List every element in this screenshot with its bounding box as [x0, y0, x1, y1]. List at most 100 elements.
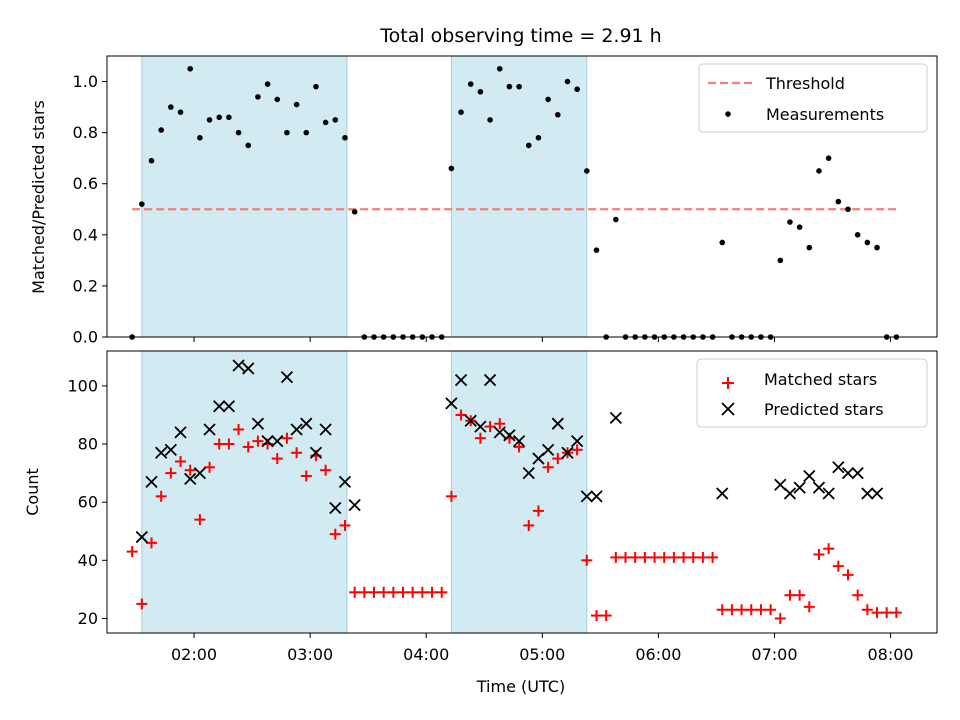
matched-star-point	[890, 607, 902, 619]
x-axis-title: Time (UTC)	[476, 677, 565, 696]
predicted-star-point	[300, 417, 313, 430]
predicted-star-point	[512, 434, 526, 448]
count-x-tick-label: 04:00	[403, 645, 449, 664]
matched-star-point	[726, 604, 738, 616]
measurement-point	[613, 216, 619, 223]
matched-star-point	[552, 453, 564, 465]
matched-star-point	[620, 551, 632, 563]
matched-star-point	[368, 586, 380, 598]
matched-star-point	[271, 453, 283, 465]
matched-star-point	[745, 604, 757, 616]
matched-star-point	[204, 461, 216, 473]
matched-star-point	[861, 604, 873, 616]
count-x-tick-label: 02:00	[171, 645, 217, 664]
predicted-star-point	[783, 487, 797, 500]
predicted-star-point	[793, 481, 806, 494]
measurement-point	[825, 155, 832, 161]
measurement-point	[274, 96, 281, 103]
measurement-point	[168, 104, 174, 110]
predicted-star-point	[532, 452, 545, 465]
predicted-star-point	[261, 434, 274, 448]
matched-star-point	[678, 551, 690, 563]
matched-star-point	[542, 461, 554, 473]
count-y-axis-title: Count	[23, 468, 42, 516]
predicted-star-point	[503, 429, 516, 442]
predicted-star-point	[464, 414, 477, 427]
matched-star-point	[600, 610, 612, 622]
matched-star-point	[233, 423, 245, 435]
measurement-point	[874, 244, 880, 251]
measurement-point	[719, 239, 726, 246]
predicted-star-point	[242, 362, 255, 375]
matched-star-point	[223, 438, 235, 450]
matched-star-point	[242, 441, 254, 453]
measurement-point	[516, 83, 522, 90]
ratio-y-tick-label: 0.8	[73, 123, 98, 142]
matched-star-point	[184, 464, 196, 476]
count-x-tick-label: 03:00	[287, 645, 333, 664]
predicted-star-point	[145, 475, 158, 488]
matched-star-point	[194, 514, 206, 526]
matched-star-point	[165, 467, 177, 479]
matched-star-point	[532, 505, 544, 517]
ratio-y-axis-ticks: 0.0 0.2 0.4 0.6 0.8 1.0	[73, 72, 107, 347]
matched-star-point	[300, 470, 312, 482]
measurement-point	[313, 83, 319, 90]
matched-star-point	[426, 586, 438, 598]
ratio-plot-frame	[106, 55, 938, 338]
matched-star-point	[765, 604, 777, 616]
predicted-star-point	[803, 469, 816, 483]
matched-star-point	[755, 604, 767, 616]
predicted-star-point	[474, 420, 487, 433]
count-y-tick-label: 100	[67, 376, 98, 395]
count-x-tick-label: 08:00	[868, 645, 914, 664]
matched-star-point	[474, 432, 486, 444]
predicted-star-point	[541, 443, 555, 456]
matched-star-points	[126, 409, 902, 624]
measurement-point	[322, 119, 329, 126]
matched-star-point	[803, 601, 815, 613]
predicted-star-point	[319, 423, 332, 436]
matched-star-point	[649, 551, 661, 563]
predicted-star-point	[454, 373, 468, 387]
predicted-star-point	[155, 446, 168, 459]
predicted-star-point	[609, 411, 622, 425]
matched-star-point	[320, 464, 332, 476]
predicted-star-point	[851, 466, 864, 480]
matched-star-point	[590, 610, 602, 622]
predicted-star-point	[822, 487, 835, 500]
measurement-point	[796, 224, 803, 230]
predicted-star-point	[222, 400, 236, 413]
predicted-star-point	[590, 490, 603, 503]
predicted-star-point	[832, 461, 845, 474]
matched-star-point	[687, 551, 699, 563]
matched-star-point	[832, 560, 844, 572]
predicted-star-point	[232, 359, 245, 372]
predicted-star-point	[561, 446, 574, 459]
ratio-observing-window-1	[450, 55, 588, 338]
measurement-point	[806, 244, 813, 251]
matched-star-point	[329, 528, 341, 540]
measurement-point	[477, 88, 484, 95]
predicted-star-point	[483, 373, 497, 387]
count-y-tick-label: 40	[78, 551, 98, 570]
ratio-y-tick-label: 1.0	[73, 72, 98, 91]
predicted-star-point	[135, 530, 148, 544]
measurement-point	[342, 134, 348, 141]
predicted-star-point	[193, 466, 207, 480]
count-y-tick-label: 60	[78, 493, 98, 512]
predicted-star-point	[551, 417, 564, 430]
measurement-point	[293, 101, 300, 108]
matched-star-point	[513, 441, 525, 453]
matched-star-point	[349, 586, 361, 598]
count-x-axis-ticks: 02:00 03:00 04:00 05:00 06:00 07:00 08:00	[171, 633, 914, 664]
matched-star-point	[736, 604, 748, 616]
predicted-star-point	[580, 490, 593, 503]
measurement-point	[525, 142, 532, 149]
matched-star-point	[852, 589, 864, 601]
legend-predicted-label: Predicted stars	[764, 400, 884, 419]
matched-star-point	[126, 546, 138, 558]
measurement-point	[574, 86, 580, 93]
measurement-point	[854, 232, 861, 238]
